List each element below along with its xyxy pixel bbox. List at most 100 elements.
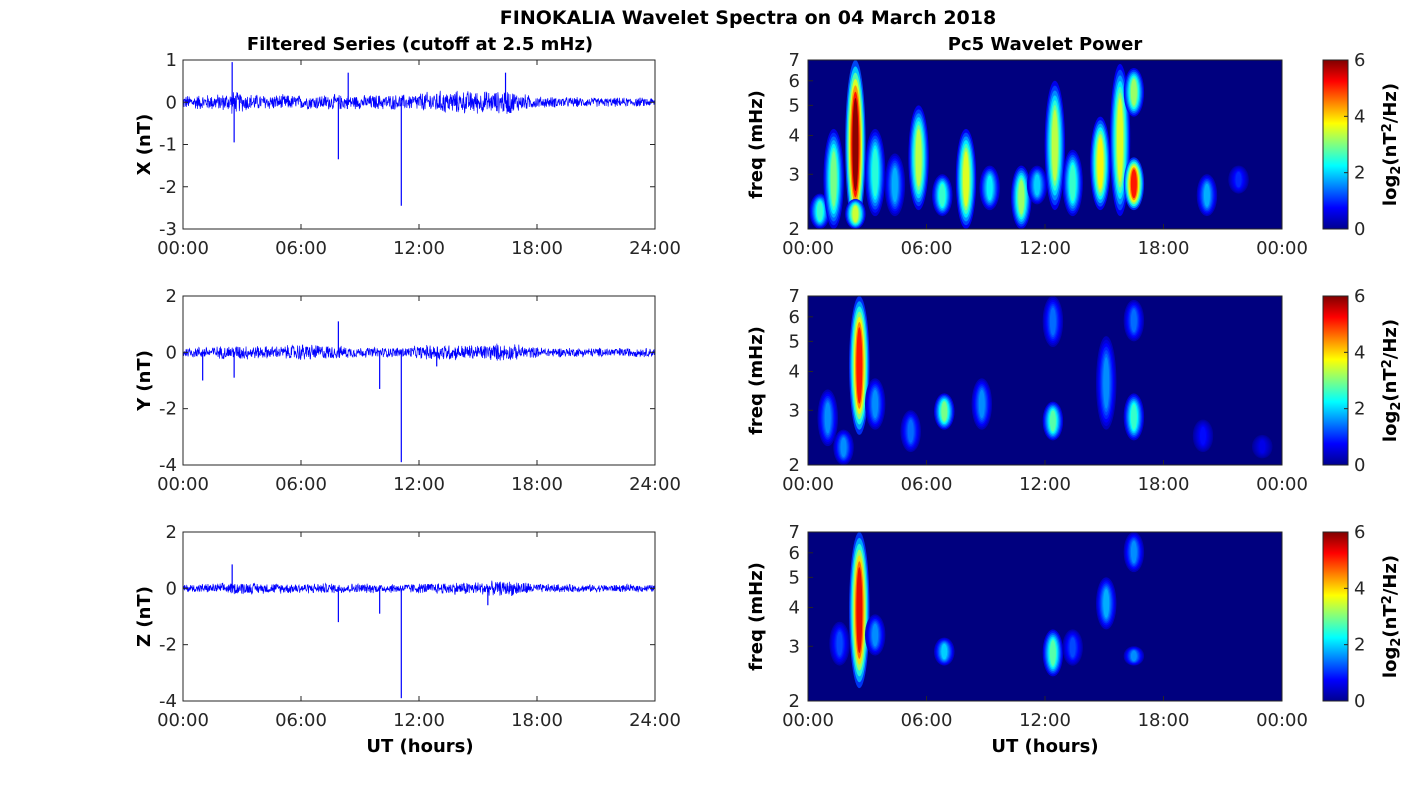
ytick-label: 3 <box>789 164 800 185</box>
colorbar-label: log2(nT2/Hz) <box>1380 555 1404 678</box>
ytick-label: -2 <box>159 177 177 198</box>
power-blob-13 <box>1252 434 1273 459</box>
colorbar-tick-label: 6 <box>1354 50 1365 71</box>
ytick-label: 2 <box>789 455 800 476</box>
colorbar-label: log2(nT2/Hz) <box>1380 83 1404 206</box>
ytick-label: 2 <box>789 219 800 240</box>
power-blob-1 <box>833 429 854 465</box>
xtick-label: 06:00 <box>901 710 953 731</box>
xtick-label: 18:00 <box>511 238 563 259</box>
ytick-label: 5 <box>789 567 800 588</box>
series-line-x <box>182 90 656 114</box>
power-blob-7 <box>1123 646 1145 666</box>
power-blob-3 <box>934 637 955 666</box>
heatmap-blobs <box>829 532 1145 689</box>
xtick-label: 12:00 <box>393 238 445 259</box>
power-blob-14 <box>1090 116 1111 211</box>
xtick-label: 00:00 <box>782 238 834 259</box>
power-blob-2 <box>845 60 866 229</box>
power-blob-10 <box>1011 165 1032 229</box>
xtick-label: 18:00 <box>1138 710 1190 731</box>
xtick-label: 24:00 <box>629 710 681 731</box>
ytick-label: 0 <box>166 578 177 599</box>
power-blob-6 <box>908 105 929 211</box>
power-blob-8 <box>1042 296 1064 347</box>
power-blob-0 <box>817 389 838 447</box>
power-blob-16 <box>1123 157 1145 211</box>
right-xlabel: UT (hours) <box>991 736 1098 757</box>
colorbar-z: 6 4 2 0 log2(nT2/Hz) <box>1322 522 1404 712</box>
xtick-label: 06:00 <box>275 474 327 495</box>
plot-background <box>183 60 655 229</box>
power-blob-7 <box>1042 401 1064 441</box>
colorbar-tick-label: 6 <box>1354 522 1365 543</box>
ylabel: freq (mHz) <box>746 562 767 671</box>
ytick-label: 5 <box>789 95 800 116</box>
ylabel: Z (nT) <box>134 586 155 647</box>
ytick-label: -2 <box>159 635 177 656</box>
colorbar-tick-label: 2 <box>1354 635 1365 656</box>
xtick-label: 00:00 <box>157 474 209 495</box>
xtick-label: 18:00 <box>511 474 563 495</box>
colorbar-tick-label: 0 <box>1354 455 1365 476</box>
colorbar-tick-label: 2 <box>1354 399 1365 420</box>
xtick-label: 06:00 <box>901 238 953 259</box>
xtick-label: 12:00 <box>1019 710 1071 731</box>
ytick-label: 3 <box>789 636 800 657</box>
xtick-label: 00:00 <box>1256 474 1308 495</box>
power-blob-11 <box>1026 165 1048 205</box>
series-line-y <box>182 343 656 361</box>
xtick-label: 24:00 <box>629 474 681 495</box>
colorbar-y: 6 4 2 0 log2(nT2/Hz) <box>1322 286 1404 476</box>
xtick-label: 00:00 <box>1256 238 1308 259</box>
power-blob-2 <box>864 614 886 656</box>
ytick-label: -4 <box>159 691 177 712</box>
power-blob-12 <box>1044 80 1066 211</box>
xtick-label: 18:00 <box>1138 474 1190 495</box>
power-blob-4 <box>864 128 886 217</box>
heatmap-background <box>808 532 1282 701</box>
power-blob-8 <box>955 128 977 229</box>
power-blob-18 <box>1196 174 1218 217</box>
xtick-label: 00:00 <box>782 474 834 495</box>
power-blob-8 <box>1123 532 1145 573</box>
ylabel: freq (mHz) <box>746 90 767 199</box>
heatmap-blobs <box>817 296 1273 465</box>
ytick-label: 2 <box>166 522 177 543</box>
power-blob-12 <box>1192 419 1214 453</box>
ytick-label: 0 <box>166 92 177 113</box>
xtick-label: 00:00 <box>157 238 209 259</box>
xtick-label: 18:00 <box>511 710 563 731</box>
xtick-label: 06:00 <box>901 474 953 495</box>
ytick-label: 4 <box>789 125 800 146</box>
ytick-label: 6 <box>789 71 800 92</box>
power-blob-4 <box>900 410 921 453</box>
colorbar-tick-label: 4 <box>1354 342 1365 363</box>
ylabel: freq (mHz) <box>746 326 767 435</box>
ytick-label: 6 <box>789 543 800 564</box>
ytick-label: 4 <box>789 361 800 382</box>
power-blob-10 <box>1123 393 1145 441</box>
ytick-label: 7 <box>789 286 800 307</box>
xtick-label: 06:00 <box>275 710 327 731</box>
ytick-label: 5 <box>789 331 800 352</box>
xtick-label: 00:00 <box>157 710 209 731</box>
power-blob-9 <box>1096 336 1117 430</box>
colorbar-tick-label: 0 <box>1354 219 1365 240</box>
ytick-label: 2 <box>789 691 800 712</box>
power-blob-3 <box>845 198 866 229</box>
xtick-label: 24:00 <box>629 238 681 259</box>
power-blob-0 <box>829 621 850 666</box>
power-blob-4 <box>1042 629 1064 677</box>
left-column-title: Filtered Series (cutoff at 2.5 mHz) <box>247 34 593 55</box>
ytick-label: 0 <box>166 342 177 363</box>
ytick-label: -3 <box>159 219 177 240</box>
figure-title: FINOKALIA Wavelet Spectra on 04 March 20… <box>500 7 996 29</box>
xtick-label: 12:00 <box>393 710 445 731</box>
ytick-label: 3 <box>789 400 800 421</box>
xtick-label: 00:00 <box>1256 710 1308 731</box>
